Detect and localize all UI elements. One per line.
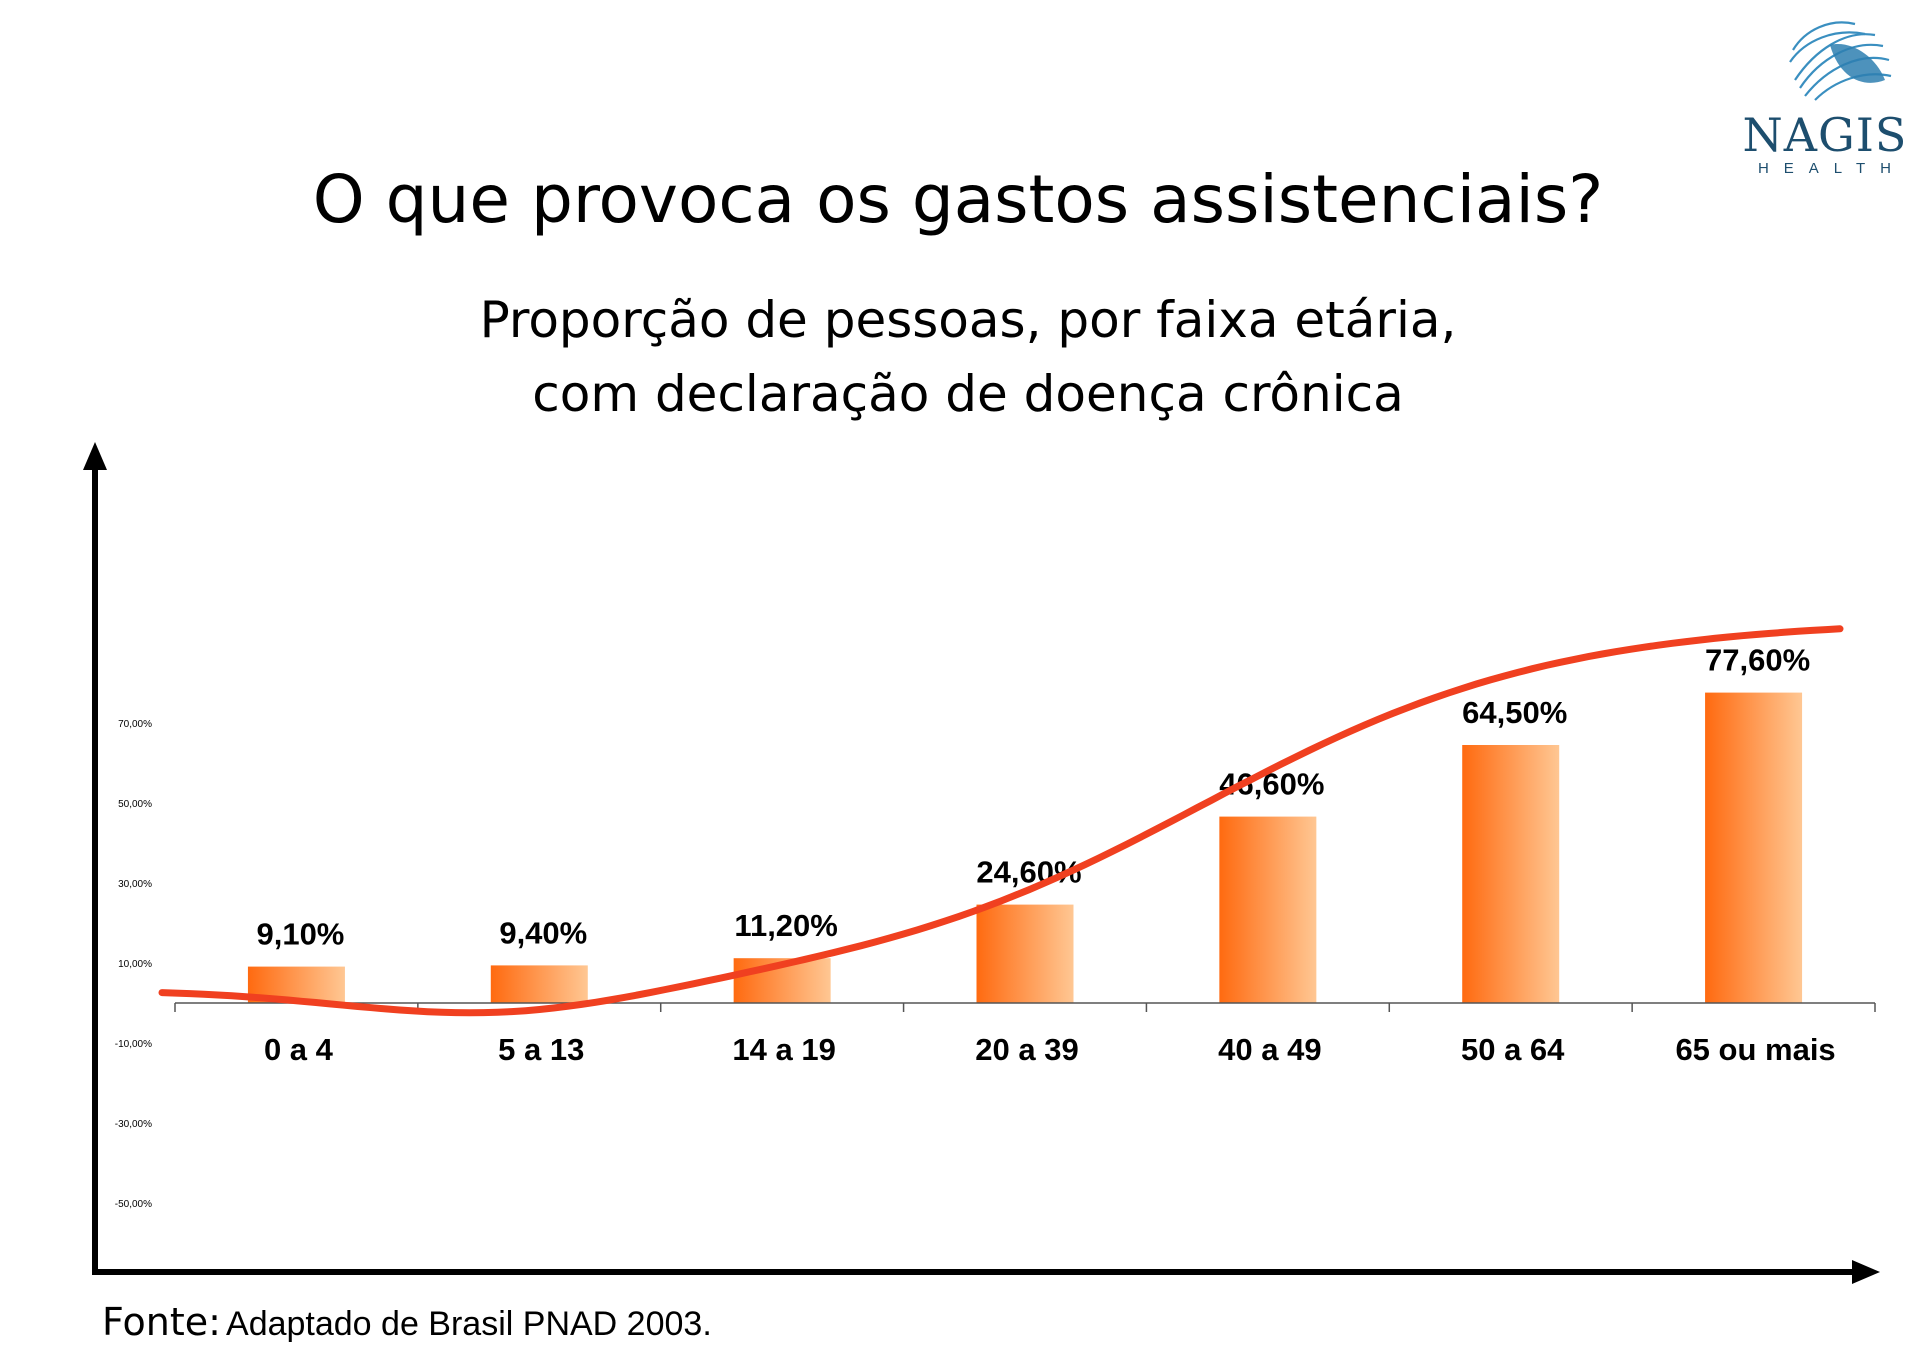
source-text: Adaptado de Brasil PNAD 2003. — [226, 1305, 712, 1343]
chart-subtitle-line-1: Proporção de pessoas, por faixa etária, — [479, 291, 1457, 349]
bar-data-label: 11,20% — [734, 908, 837, 943]
logo-name: NAGIS — [1742, 108, 1908, 162]
y-tick-label: -50,00% — [115, 1199, 152, 1210]
x-category-label: 40 a 49 — [1218, 1032, 1321, 1067]
bar-data-label: 64,50% — [1462, 695, 1567, 730]
bar — [1705, 692, 1803, 1003]
logo: NAGIS HEALTH — [1735, 10, 1915, 177]
bars — [247, 692, 1803, 1003]
bar — [976, 904, 1074, 1003]
y-axis: 70,00% 50,00% 30,00% 10,00% -10,00% -30,00% -5… — [115, 719, 152, 1210]
y-tick-label: -10,00% — [115, 1039, 152, 1050]
bar — [1462, 745, 1560, 1003]
x-category-label: 14 a 19 — [732, 1032, 835, 1067]
y-tick-label: 10,00% — [118, 959, 152, 970]
x-category-label: 20 a 39 — [975, 1032, 1078, 1067]
chart: 70,00% 50,00% 30,00% 10,00% -10,00% -30,00% -5… — [83, 442, 1880, 1284]
trend-curve — [158, 625, 1844, 1017]
source-label: Fonte: — [102, 1300, 221, 1344]
x-category-label: 5 a 13 — [498, 1032, 584, 1067]
y-axis-arrowhead — [83, 442, 107, 470]
axis-frame — [83, 442, 1880, 1284]
nagis-logo-icon — [1789, 21, 1892, 101]
y-tick-label: 70,00% — [118, 719, 152, 730]
x-axis-arrowhead — [1852, 1260, 1880, 1284]
page-title: O que provoca os gastos assistenciais? — [312, 161, 1604, 238]
bar-data-label: 9,40% — [499, 915, 587, 950]
bar — [1219, 816, 1317, 1003]
data-labels: 9,10% 9,40% 11,20%24,60%46,60%64,50%77,60% — [256, 643, 1810, 952]
x-axis: 0 a 4 5 a 13 14 a 19 20 a 39 40 a 49 50 a 64 6… — [174, 1002, 1876, 1067]
x-category-label: 50 a 64 — [1461, 1032, 1565, 1067]
x-category-label: 0 a 4 — [264, 1032, 334, 1067]
x-category-label: 65 ou mais — [1675, 1032, 1835, 1067]
chart-subtitle-line-2: com declaração de doença crônica — [532, 365, 1404, 423]
bar — [490, 965, 588, 1003]
bar-data-label: 77,60% — [1705, 643, 1810, 678]
source-note: Fonte: Adaptado de Brasil PNAD 2003. — [102, 1300, 712, 1344]
logo-subtitle: HEALTH — [1757, 160, 1907, 177]
y-tick-label: -30,00% — [115, 1119, 152, 1130]
bar-data-label: 9,10% — [256, 917, 344, 952]
y-tick-label: 50,00% — [118, 799, 152, 810]
y-tick-label: 30,00% — [118, 879, 152, 890]
